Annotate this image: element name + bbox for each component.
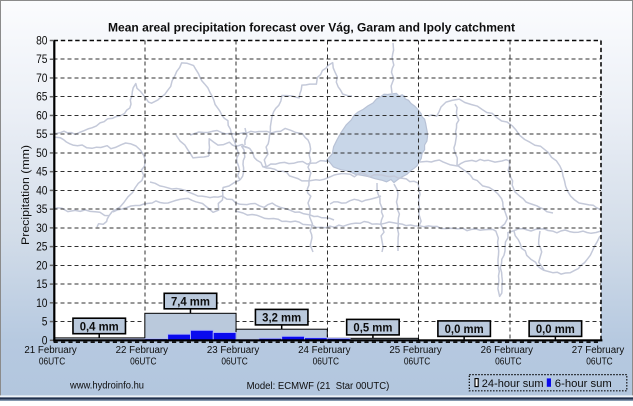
svg-text:20: 20 — [36, 258, 48, 272]
svg-text:40: 40 — [36, 183, 48, 197]
svg-text:24 February: 24 February — [298, 345, 350, 356]
svg-text:55: 55 — [36, 127, 48, 141]
svg-text:Precipitation (mm): Precipitation (mm) — [20, 145, 32, 245]
svg-text:24-hour sum: 24-hour sum — [482, 378, 544, 390]
svg-text:80: 80 — [36, 34, 48, 48]
svg-text:27 February: 27 February — [572, 345, 624, 356]
svg-text:0,4 mm: 0,4 mm — [80, 319, 119, 333]
svg-text:0: 0 — [42, 333, 48, 347]
svg-text:10: 10 — [36, 296, 48, 310]
svg-text:Mean areal precipitation forec: Mean areal precipitation forecast over V… — [108, 20, 515, 34]
svg-text:06UTC: 06UTC — [495, 356, 521, 367]
svg-text:21 February: 21 February — [24, 345, 76, 356]
svg-text:Model: ECMWF (21 Star 00UTC): Model: ECMWF (21 Star 00UTC) — [247, 381, 390, 392]
svg-text:26 February: 26 February — [481, 345, 533, 356]
svg-text:5: 5 — [42, 315, 48, 329]
svg-text:65: 65 — [36, 90, 48, 104]
svg-text:0,5 mm: 0,5 mm — [353, 321, 392, 335]
svg-text:7,4 mm: 7,4 mm — [171, 295, 210, 309]
svg-text:23 February: 23 February — [207, 345, 259, 356]
svg-text:70: 70 — [36, 71, 48, 85]
svg-text:06UTC: 06UTC — [130, 356, 156, 367]
svg-text:06UTC: 06UTC — [586, 356, 612, 367]
svg-text:25 February: 25 February — [389, 345, 441, 356]
svg-text:06UTC: 06UTC — [404, 356, 430, 367]
svg-text:15: 15 — [36, 277, 48, 291]
svg-text:75: 75 — [36, 52, 48, 66]
svg-text:0,0 mm: 0,0 mm — [536, 322, 575, 336]
svg-text:0,0 mm: 0,0 mm — [445, 322, 484, 336]
svg-text:www.hydroinfo.hu: www.hydroinfo.hu — [69, 381, 144, 392]
svg-text:06UTC: 06UTC — [221, 356, 247, 367]
svg-text:35: 35 — [36, 202, 48, 216]
svg-text:60: 60 — [36, 108, 48, 122]
svg-text:30: 30 — [36, 221, 48, 235]
svg-text:6-hour sum: 6-hour sum — [555, 378, 612, 390]
svg-text:45: 45 — [36, 165, 48, 179]
svg-text:3,2 mm: 3,2 mm — [262, 311, 301, 325]
svg-text:50: 50 — [36, 146, 48, 160]
svg-text:06UTC: 06UTC — [313, 356, 339, 367]
svg-text:22 February: 22 February — [116, 345, 168, 356]
svg-text:25: 25 — [36, 240, 48, 254]
svg-text:06UTC: 06UTC — [39, 356, 65, 367]
